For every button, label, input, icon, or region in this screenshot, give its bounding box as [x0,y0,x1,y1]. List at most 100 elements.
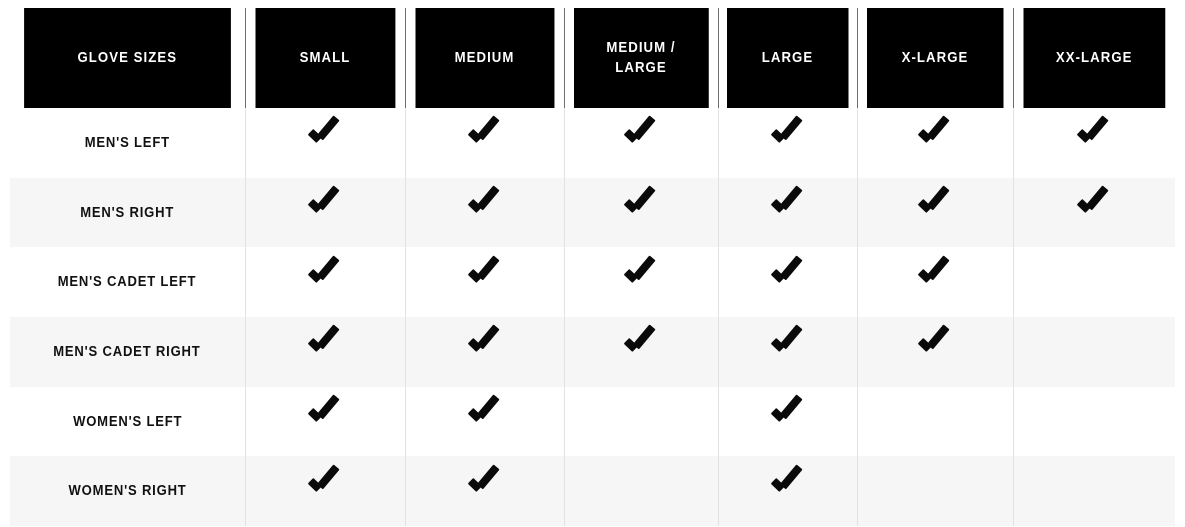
column-header-large: LARGE [726,8,850,108]
table-row: MEN'S CADET RIGHT [10,317,1175,387]
checkmark-icon [1077,127,1111,153]
header-label-small: SMALL [299,48,351,66]
column-header-glove-sizes: GLOVE SIZES [24,8,232,108]
cell-medium [405,386,565,457]
cell-small [245,108,406,178]
column-header-medium-large: MEDIUM / LARGE [573,8,710,108]
checkmark-icon [468,267,502,293]
header-label-glove-sizes: GLOVE SIZES [77,48,178,66]
row-label-cell: MEN'S RIGHT [10,177,246,248]
checkmark-icon [771,197,805,223]
checkmark-icon [771,267,805,293]
cell-xx-large [1013,317,1175,387]
cell-medium-large [564,456,719,527]
empty-cell-marker [918,476,952,502]
column-header-medium: MEDIUM [414,8,555,108]
checkmark-icon [771,406,805,432]
cell-medium-large [564,386,719,457]
checkmark-icon [308,197,342,223]
row-label-text: WOMEN'S LEFT [72,413,182,430]
row-label-text: MEN'S CADET LEFT [57,274,197,291]
checkmark-icon [771,127,805,153]
row-label-cell: WOMEN'S LEFT [10,386,246,457]
header-label-large: LARGE [761,48,814,66]
cell-small [245,317,406,387]
checkmark-icon [308,476,342,502]
checkmark-icon [624,267,658,293]
column-header-xx-large: XX-LARGE [1022,8,1166,108]
cell-xx-large [1013,247,1175,318]
cell-medium-large [564,177,719,248]
empty-cell-marker [624,406,658,432]
column-header-x-large: X-LARGE [866,8,1005,108]
row-label-text: WOMEN'S RIGHT [68,483,187,500]
checkmark-icon [468,406,502,432]
cell-small [245,177,406,248]
empty-cell-marker [1077,336,1111,362]
row-label-text: MEN'S LEFT [84,134,170,151]
table-body: MEN'S LEFT MEN'S RIGHT MEN'S CADET LEFT MEN… [10,108,1175,527]
header-label-x-large: X-LARGE [901,48,969,66]
table-row: WOMEN'S RIGHT [10,456,1175,527]
column-header-small: SMALL [254,8,396,108]
empty-cell-marker [918,406,952,432]
cell-xx-large [1013,386,1175,457]
cell-large [718,386,858,457]
glove-sizes-table: GLOVE SIZES SMALL MEDIUM MEDIUM / LARGE L… [10,8,1175,527]
header-row: GLOVE SIZES SMALL MEDIUM MEDIUM / LARGE L… [10,8,1175,108]
cell-x-large [857,108,1014,178]
row-label-cell: MEN'S CADET RIGHT [10,317,246,387]
checkmark-icon [468,476,502,502]
empty-cell-marker [1077,476,1111,502]
cell-small [245,456,406,527]
cell-large [718,247,858,318]
cell-medium [405,108,565,178]
cell-large [718,108,858,178]
checkmark-icon [308,127,342,153]
checkmark-icon [918,197,952,223]
cell-x-large [857,456,1014,527]
table-row: MEN'S LEFT [10,108,1175,178]
row-label-text: MEN'S RIGHT [80,204,175,221]
row-label-cell: WOMEN'S RIGHT [10,456,246,527]
checkmark-icon [771,476,805,502]
cell-xx-large [1013,108,1175,178]
checkmark-icon [468,127,502,153]
empty-cell-marker [624,476,658,502]
table-header: GLOVE SIZES SMALL MEDIUM MEDIUM / LARGE L… [10,8,1175,108]
cell-large [718,177,858,248]
cell-x-large [857,386,1014,457]
row-label-cell: MEN'S LEFT [10,108,246,178]
cell-x-large [857,177,1014,248]
cell-medium [405,177,565,248]
cell-medium-large [564,317,719,387]
cell-medium [405,456,565,527]
table-row: MEN'S CADET LEFT [10,247,1175,318]
header-label-medium: MEDIUM [454,48,515,66]
cell-large [718,317,858,387]
checkmark-icon [308,406,342,432]
cell-x-large [857,317,1014,387]
checkmark-icon [468,197,502,223]
header-label-xx-large: XX-LARGE [1055,48,1133,66]
cell-xx-large [1013,177,1175,248]
cell-xx-large [1013,456,1175,527]
cell-large [718,456,858,527]
row-label-cell: MEN'S CADET LEFT [10,247,246,318]
table-row: WOMEN'S LEFT [10,386,1175,457]
checkmark-icon [308,336,342,362]
cell-x-large [857,247,1014,318]
checkmark-icon [468,336,502,362]
checkmark-icon [624,336,658,362]
checkmark-icon [624,197,658,223]
checkmark-icon [918,127,952,153]
cell-small [245,247,406,318]
checkmark-icon [1077,197,1111,223]
checkmark-icon [308,267,342,293]
checkmark-icon [624,127,658,153]
cell-medium [405,247,565,318]
checkmark-icon [771,336,805,362]
cell-medium [405,317,565,387]
cell-medium-large [564,247,719,318]
